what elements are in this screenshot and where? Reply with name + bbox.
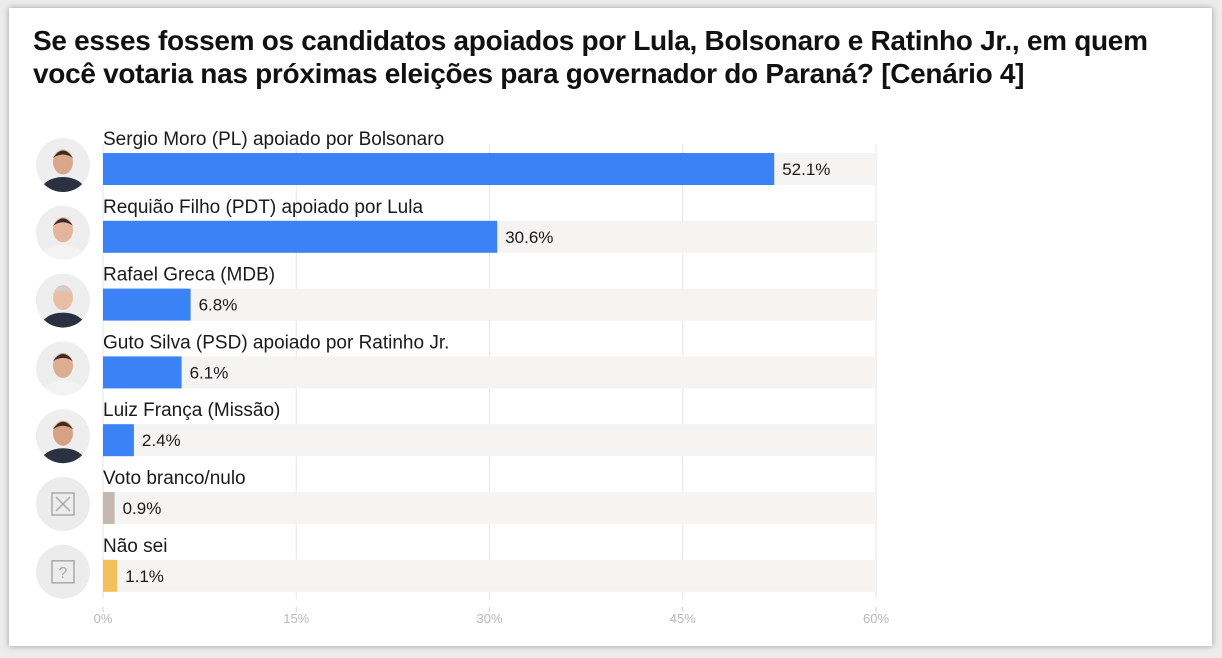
bar-category-label: Não sei bbox=[103, 536, 167, 557]
bar-row: Sergio Moro (PL) apoiado por Bolsonaro 52… bbox=[36, 129, 876, 192]
avatar-face bbox=[53, 285, 73, 311]
avatar-face bbox=[53, 420, 73, 446]
avatar-shoulders bbox=[41, 380, 85, 396]
avatar-face bbox=[53, 217, 73, 243]
avatar-shoulders bbox=[41, 312, 85, 328]
avatar-face bbox=[53, 352, 73, 378]
avatar-shoulders bbox=[41, 244, 85, 260]
bar bbox=[103, 356, 182, 389]
chart-title: Se esses fossem os candidatos apoiados p… bbox=[33, 25, 1148, 89]
bar-row: Voto branco/nulo 0.9% bbox=[36, 468, 876, 531]
avatar-icon bbox=[36, 138, 90, 192]
bar bbox=[103, 492, 115, 524]
bar-value-label: 6.8% bbox=[199, 296, 238, 315]
x-box-icon bbox=[36, 477, 90, 531]
avatar-icon bbox=[36, 341, 90, 396]
bar-row: Rafael Greca (MDB) 6.8% bbox=[36, 265, 876, 328]
bar-track bbox=[103, 492, 876, 524]
bar-track bbox=[103, 424, 876, 457]
bar-value-label: 30.6% bbox=[505, 228, 553, 247]
avatar-figure bbox=[41, 285, 85, 328]
bar-value-label: 0.9% bbox=[123, 499, 162, 518]
avatar-hair bbox=[53, 150, 73, 158]
question-mark: ? bbox=[59, 565, 68, 582]
bar bbox=[103, 424, 134, 457]
bar-track bbox=[103, 356, 876, 389]
bar bbox=[103, 220, 498, 253]
x-tick-label: 30% bbox=[476, 611, 502, 626]
icon-circle bbox=[36, 544, 90, 599]
bar bbox=[103, 559, 118, 592]
chart-card: Se esses fossem os candidatos apoiados p… bbox=[9, 8, 1212, 646]
avatar-figure bbox=[41, 420, 85, 464]
bar-row: Requião Filho (PDT) apoiado por Lula 30.6… bbox=[36, 197, 876, 260]
bar-row: Guto Silva (PSD) apoiado por Ratinho Jr.… bbox=[36, 332, 876, 396]
avatar-figure bbox=[41, 149, 85, 192]
avatar-icon bbox=[36, 409, 90, 464]
icon-box bbox=[51, 492, 75, 516]
avatar-icon bbox=[36, 205, 90, 260]
bar-category-label: Requião Filho (PDT) apoiado por Lula bbox=[103, 197, 423, 218]
bar-value-label: 6.1% bbox=[190, 363, 229, 382]
avatar-shoulders bbox=[41, 177, 85, 192]
avatar-figure bbox=[41, 352, 85, 396]
bar-chart: 0% 15% 30% 45% 60% Sergio Moro (PL) apoiado p… bbox=[36, 129, 889, 626]
icon-box bbox=[51, 560, 75, 584]
x-tick-label: 0% bbox=[94, 611, 113, 626]
bar bbox=[103, 153, 775, 185]
avatar-hair bbox=[53, 421, 73, 430]
bar-row: Luiz França (Missão) 2.4% bbox=[36, 400, 876, 464]
x-tick-label: 45% bbox=[670, 611, 696, 626]
bar-track bbox=[103, 559, 876, 592]
bar-category-label: Luiz França (Missão) bbox=[103, 400, 280, 421]
bar-value-label: 52.1% bbox=[782, 160, 830, 179]
bar-value-label: 1.1% bbox=[125, 567, 164, 586]
bar-category-label: Voto branco/nulo bbox=[103, 468, 246, 489]
bar-track bbox=[103, 288, 876, 321]
bar bbox=[103, 288, 191, 321]
question-box-icon: ? bbox=[36, 544, 90, 599]
bar-category-label: Guto Silva (PSD) apoiado por Ratinho Jr. bbox=[103, 332, 449, 353]
bar-row: ? Não sei 1.1% bbox=[36, 536, 876, 599]
avatar-face bbox=[53, 149, 73, 175]
avatar-figure bbox=[41, 217, 85, 260]
avatar-hair bbox=[53, 218, 73, 226]
bar-value-label: 2.4% bbox=[142, 431, 181, 450]
x-tick-label: 60% bbox=[863, 611, 889, 626]
x-tick-label: 15% bbox=[283, 611, 309, 626]
x-mark bbox=[55, 496, 71, 512]
avatar-hair bbox=[53, 353, 73, 362]
bar-category-label: Sergio Moro (PL) apoiado por Bolsonaro bbox=[103, 129, 444, 150]
bar-category-label: Rafael Greca (MDB) bbox=[103, 265, 275, 286]
avatar-shoulders bbox=[41, 448, 85, 464]
avatar-icon bbox=[36, 273, 90, 328]
avatar-hair bbox=[53, 286, 73, 294]
